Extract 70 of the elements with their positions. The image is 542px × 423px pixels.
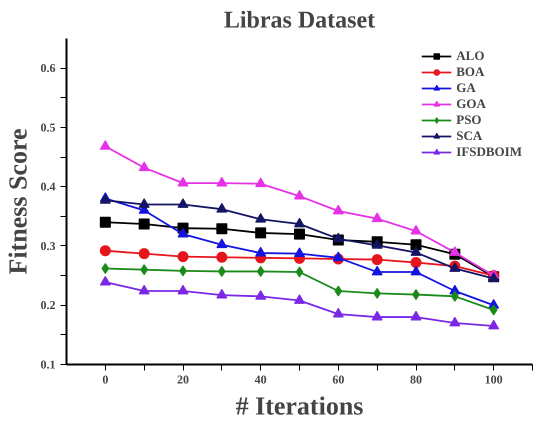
point: [449, 316, 460, 326]
point: [332, 308, 344, 318]
x-tick-label: 60: [332, 372, 344, 386]
y-tick-label: 0.3: [40, 238, 56, 253]
point: [410, 310, 422, 320]
point: [294, 294, 305, 304]
legend-label: GOA: [456, 96, 486, 112]
point: [372, 212, 383, 222]
x-axis-title: # Iterations: [236, 392, 364, 420]
point: [255, 227, 266, 238]
legend-label: IFSDBOIM: [456, 144, 522, 160]
x-tick-label: 100: [484, 372, 503, 386]
legend-label: GA: [456, 80, 476, 96]
point: [216, 252, 228, 263]
point: [216, 223, 228, 234]
y-tick-label: 0.2: [40, 298, 56, 312]
point: [334, 286, 342, 296]
x-tick-label: 80: [410, 372, 422, 386]
chart-title: Libras Dataset: [224, 8, 376, 34]
legend-label: PSO: [456, 112, 482, 128]
y-tick-label: 0.6: [40, 61, 56, 76]
point: [449, 246, 460, 256]
point: [100, 140, 111, 150]
point: [332, 232, 344, 242]
point: [488, 320, 500, 330]
y-tick-label: 0.1: [40, 358, 56, 372]
x-tick-label: 0: [102, 372, 108, 386]
point: [294, 247, 305, 258]
point: [332, 204, 344, 214]
point: [178, 228, 188, 238]
point: [178, 198, 188, 208]
point: [372, 310, 383, 320]
point: [138, 198, 150, 208]
legend-label: SCA: [456, 128, 482, 144]
point: [294, 190, 305, 200]
point: [332, 252, 344, 262]
y-tick-label: 0.4: [40, 180, 56, 194]
point: [294, 218, 305, 228]
point: [178, 176, 188, 187]
point: [255, 290, 266, 300]
point: [138, 284, 150, 294]
point: [372, 239, 383, 249]
point: [138, 161, 150, 172]
point: [410, 246, 422, 256]
point: [294, 228, 305, 240]
point: [410, 224, 422, 235]
y-axis-title: Fitness Score: [4, 128, 32, 275]
point: [178, 251, 188, 262]
point: [372, 254, 383, 266]
point: [138, 218, 150, 230]
point: [372, 266, 383, 276]
point: [216, 288, 228, 299]
point: [410, 266, 422, 276]
point: [138, 248, 150, 260]
point: [216, 176, 228, 187]
y-tick-label: 0.5: [40, 120, 56, 134]
point: [100, 276, 111, 286]
point: [100, 216, 111, 228]
point: [255, 213, 266, 223]
legend-label: ALO: [456, 48, 484, 64]
legend-label: BOA: [456, 64, 484, 80]
point: [255, 177, 266, 188]
point: [410, 257, 422, 268]
point: [216, 202, 228, 213]
point: [100, 245, 111, 256]
point: [255, 246, 266, 256]
x-tick-label: 20: [177, 372, 189, 386]
point: [216, 238, 228, 248]
point: [178, 284, 188, 294]
x-tick-label: 40: [254, 372, 267, 386]
